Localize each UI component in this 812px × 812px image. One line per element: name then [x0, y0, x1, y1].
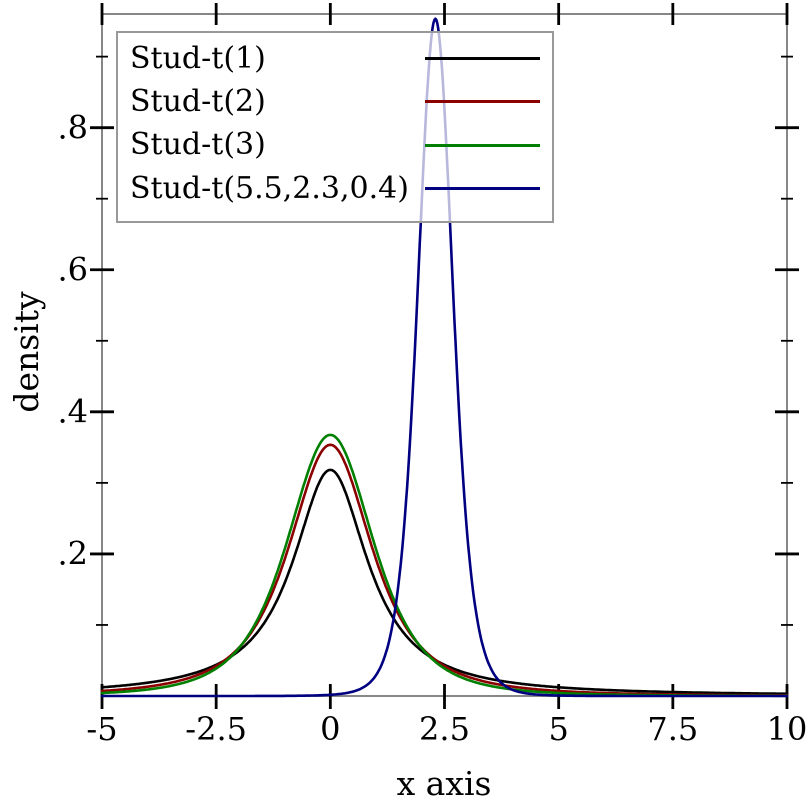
- y-axis-title: density: [7, 291, 47, 413]
- legend-item: Stud-t(3): [130, 124, 540, 167]
- legend-item-label: Stud-t(5.5,2.3,0.4): [130, 170, 409, 206]
- curve-stud-t-1: [100, 468, 789, 696]
- legend-item-label: Stud-t(2): [130, 83, 266, 119]
- x-tick-label: 2.5: [419, 710, 470, 748]
- legend-line-sample: [425, 187, 540, 191]
- x-tick-label: 10: [766, 710, 808, 748]
- legend: Stud-t(1) Stud-t(2) Stud-t(3) Stud-t(5.5,2.…: [116, 31, 554, 223]
- curve-stud-t-3: [100, 433, 789, 698]
- curve-stud-t-2: [100, 443, 789, 697]
- legend-item-label: Stud-t(1): [130, 40, 266, 76]
- y-tick-label: .4: [57, 392, 88, 431]
- legend-line-sample: [425, 57, 540, 61]
- x-tick-label: 7.5: [647, 710, 699, 748]
- x-tick-label: -2.5: [185, 710, 248, 748]
- legend-line-sample: [425, 100, 540, 104]
- x-tick-label: -5: [86, 710, 118, 748]
- legend-item: Stud-t(2): [130, 80, 540, 123]
- x-tick-label: 0: [320, 710, 341, 748]
- legend-line-sample: [425, 143, 540, 147]
- y-tick-label: .8: [57, 108, 88, 147]
- y-tick-label: .2: [57, 534, 88, 573]
- legend-item-label: Stud-t(3): [130, 127, 266, 163]
- x-tick-label: 5: [548, 710, 569, 748]
- legend-item: Stud-t(1): [130, 37, 540, 80]
- y-tick-label: .6: [57, 250, 88, 289]
- x-axis-title: x axis: [396, 764, 492, 803]
- legend-item: Stud-t(5.5,2.3,0.4): [130, 167, 540, 210]
